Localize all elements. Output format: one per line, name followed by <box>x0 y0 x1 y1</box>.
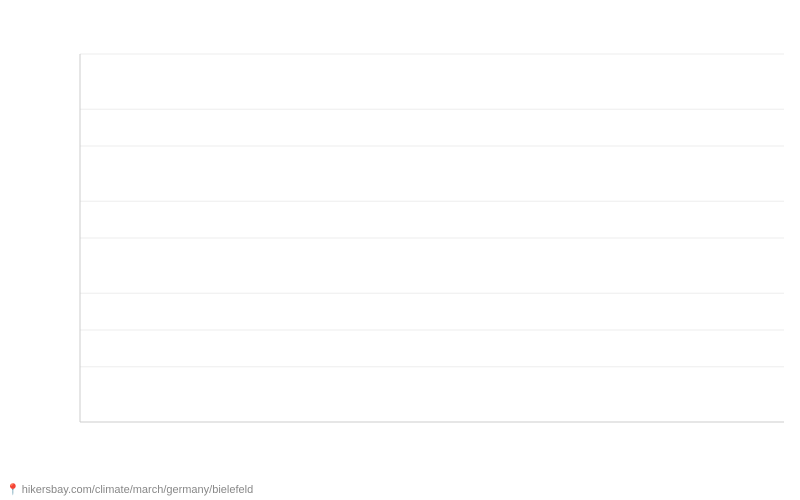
chart-container: 📍hikersbay.com/climate/march/germany/bie… <box>0 0 800 500</box>
source-attribution: 📍hikersbay.com/climate/march/germany/bie… <box>6 483 253 496</box>
chart-svg <box>0 0 800 500</box>
map-pin-icon: 📍 <box>6 484 20 496</box>
chart-bg <box>0 0 800 500</box>
source-text: hikersbay.com/climate/march/germany/biel… <box>22 484 254 496</box>
